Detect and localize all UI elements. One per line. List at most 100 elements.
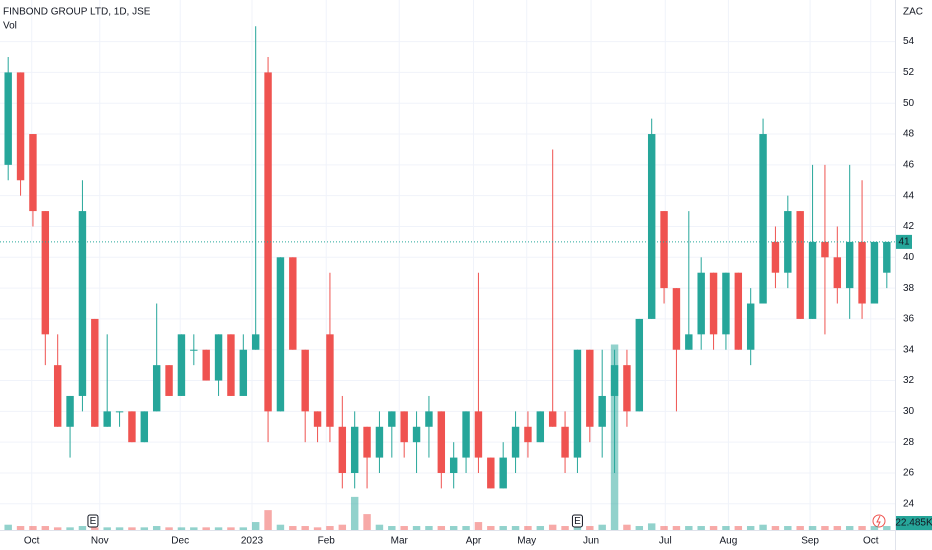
- candle-body: [511, 426, 520, 458]
- candle-body: [598, 395, 606, 427]
- volume-bar: [276, 524, 285, 530]
- volume-bar: [870, 526, 879, 530]
- volume-bar: [425, 526, 433, 530]
- volume-bar: [326, 526, 334, 530]
- volume-bar: [821, 526, 829, 530]
- volume-bar: [561, 526, 569, 530]
- candle-body: [301, 349, 309, 412]
- candle-body: [808, 241, 817, 319]
- candle-body: [635, 318, 644, 412]
- candle-body: [499, 457, 507, 489]
- candle-body: [29, 134, 37, 212]
- volume-bar: [548, 524, 557, 530]
- y-tick-label: 48: [903, 129, 915, 140]
- candle-body: [870, 241, 879, 304]
- candle-body: [363, 426, 371, 458]
- last-price-box: [896, 234, 912, 249]
- volume-bar: [227, 527, 235, 530]
- candle-body: [796, 211, 804, 319]
- candle-body: [338, 426, 347, 473]
- currency-label: ZAC: [903, 7, 923, 18]
- candle-body: [722, 272, 730, 335]
- x-tick-label: Jun: [583, 536, 599, 547]
- x-tick-label: Aug: [720, 536, 738, 547]
- candle-body: [388, 411, 396, 427]
- candle-body: [53, 365, 62, 427]
- candle-body: [177, 334, 186, 396]
- y-tick-label: 28: [903, 437, 915, 448]
- volume-bar: [808, 526, 817, 530]
- volume-bar: [499, 526, 507, 530]
- candle-body: [313, 411, 322, 427]
- x-tick-label: Oct: [24, 536, 40, 547]
- candle-body: [845, 241, 854, 289]
- y-tick-label: 40: [903, 252, 915, 263]
- x-tick-label: Nov: [91, 536, 109, 547]
- volume-bar: [586, 526, 594, 530]
- candle-body: [115, 411, 124, 413]
- volume-bar: [53, 527, 62, 530]
- volume-bar: [784, 526, 792, 530]
- volume-bar: [474, 522, 483, 530]
- x-tick-label: Sep: [801, 536, 819, 547]
- volume-title: Vol: [3, 21, 17, 32]
- candle-body: [784, 211, 792, 273]
- candle-body: [672, 288, 681, 350]
- volume-bar: [115, 527, 124, 530]
- candle-body: [623, 365, 631, 412]
- volume-bar: [462, 526, 470, 530]
- candle-body: [759, 134, 767, 304]
- x-tick-label: Oct: [863, 536, 879, 547]
- alert-bolt: [876, 515, 881, 527]
- volume-bar: [41, 526, 50, 530]
- volume-bar: [883, 526, 891, 530]
- candle-body: [103, 411, 111, 427]
- volume-bar: [239, 527, 248, 530]
- x-tick-label: Dec: [171, 536, 189, 547]
- candle-body: [78, 211, 87, 396]
- volume-bar: [128, 527, 136, 530]
- alert-icon[interactable]: [872, 514, 886, 528]
- x-tick-label: Feb: [318, 536, 336, 547]
- candle-body: [140, 411, 149, 443]
- candle-body: [91, 318, 99, 427]
- volume-bar: [214, 527, 223, 530]
- candle-body: [239, 349, 248, 396]
- candle-body: [152, 365, 161, 412]
- volume-bar: [91, 527, 99, 530]
- y-tick-label: 30: [903, 406, 915, 417]
- volume-bar: [190, 527, 198, 530]
- volume-bar: [16, 526, 25, 530]
- chart-title: FINBOND GROUP LTD, 1D, JSE: [3, 7, 151, 18]
- candle-body: [821, 241, 829, 258]
- volume-bar: [746, 526, 755, 530]
- candle-body: [709, 272, 718, 335]
- candle-body: [400, 411, 408, 443]
- volume-bar: [449, 526, 458, 530]
- candle-body: [697, 272, 705, 335]
- volume-bar: [660, 526, 668, 530]
- volume-bar: [437, 526, 446, 530]
- volume-bar: [845, 526, 854, 530]
- candle-body: [214, 334, 223, 381]
- volume-bar: [511, 526, 520, 530]
- candle-body: [858, 241, 866, 304]
- candle-body: [66, 395, 74, 427]
- earnings-marker: [571, 514, 583, 528]
- volume-bar: [623, 524, 631, 530]
- volume-bar: [289, 526, 297, 530]
- candle-body: [251, 334, 260, 350]
- candle-body: [412, 426, 421, 443]
- y-tick-label: 34: [903, 344, 915, 355]
- candle-body: [4, 72, 12, 165]
- earnings-label: E: [574, 516, 581, 527]
- volume-bar: [487, 526, 495, 530]
- candle-body: [536, 411, 545, 443]
- x-tick-label: Apr: [466, 536, 482, 547]
- candle-body: [883, 241, 891, 273]
- volume-bar: [771, 526, 780, 530]
- candle-body: [734, 272, 743, 350]
- candle-body: [771, 241, 780, 273]
- y-tick-label: 42: [903, 221, 915, 232]
- y-tick-label: 36: [903, 314, 915, 325]
